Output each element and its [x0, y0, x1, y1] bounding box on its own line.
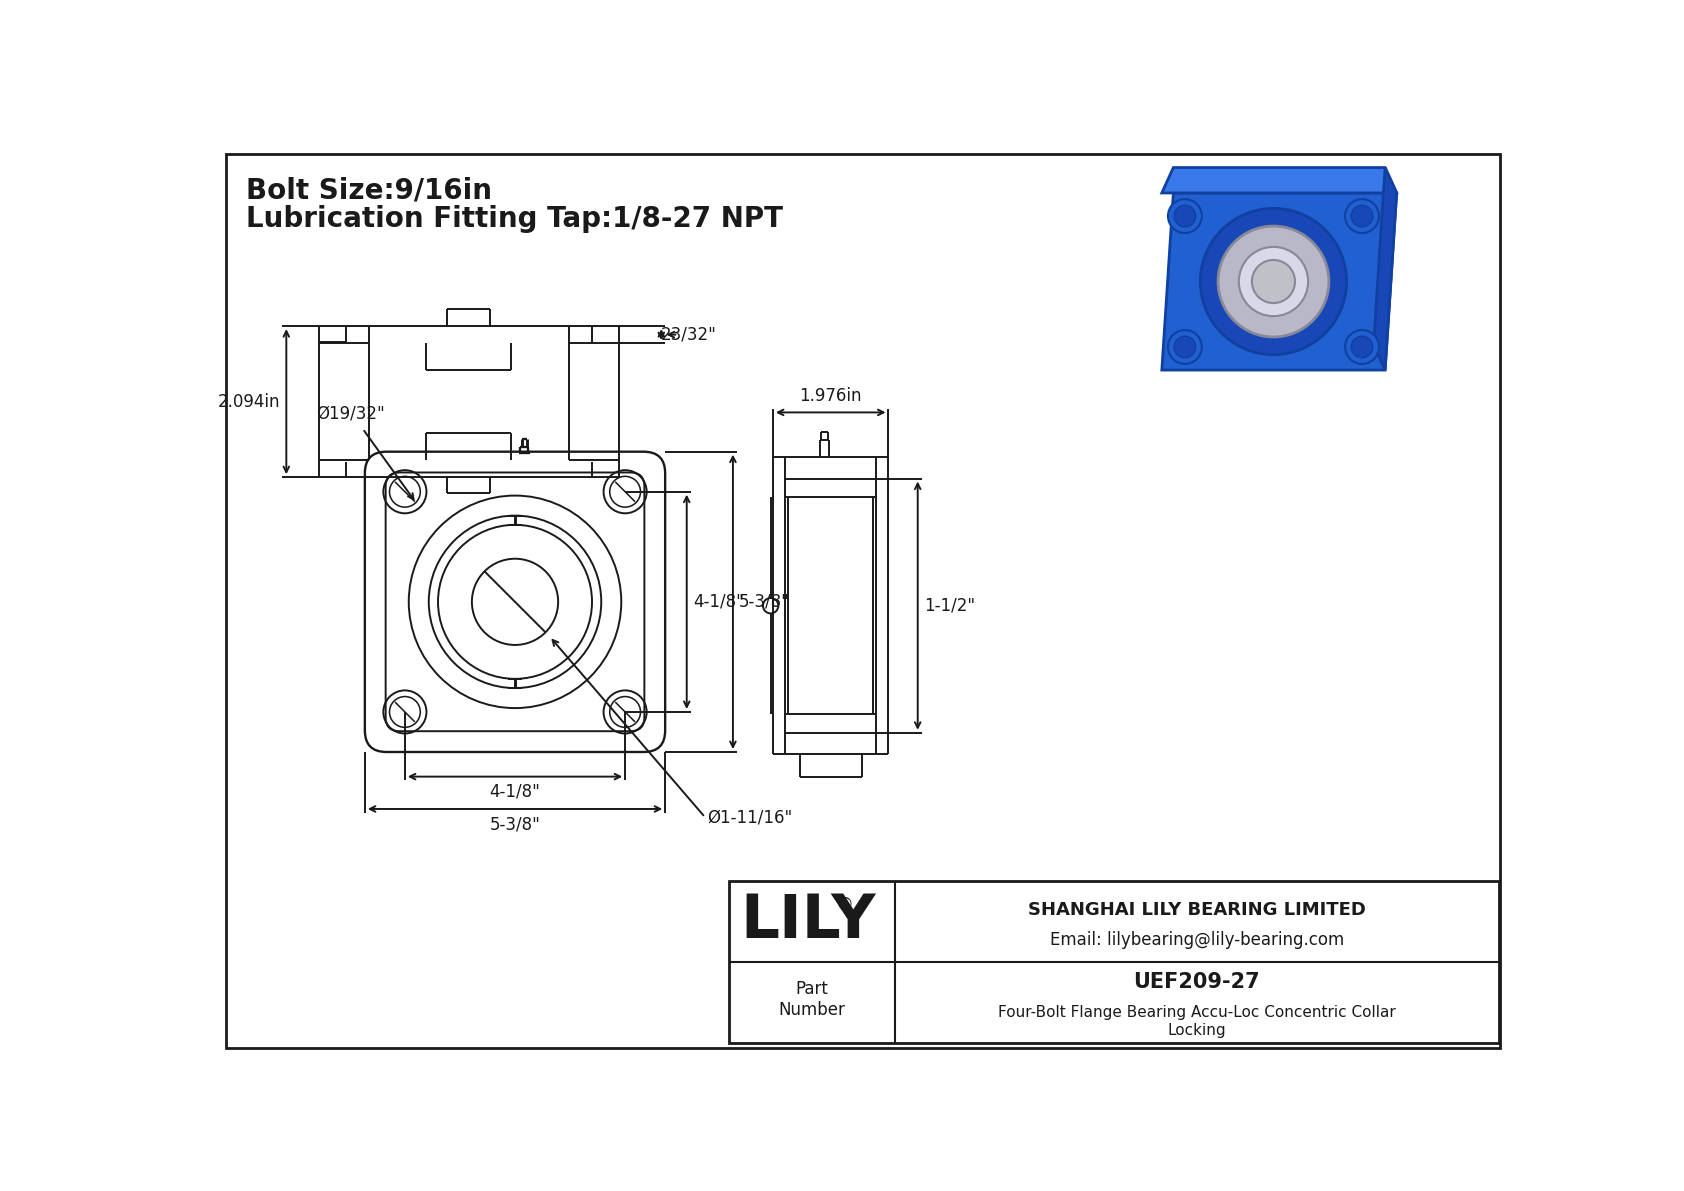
Polygon shape — [1374, 168, 1396, 370]
Circle shape — [1169, 199, 1202, 233]
Text: ®: ® — [835, 896, 854, 913]
Text: 5-3/8": 5-3/8" — [490, 815, 541, 834]
Circle shape — [1346, 199, 1379, 233]
Text: UEF209-27: UEF209-27 — [1133, 972, 1260, 992]
Text: Locking: Locking — [1167, 1023, 1226, 1037]
Circle shape — [1174, 336, 1196, 357]
Circle shape — [1201, 208, 1347, 355]
Text: 4-1/8": 4-1/8" — [490, 782, 541, 800]
Text: 5-3/8": 5-3/8" — [739, 593, 790, 611]
Circle shape — [1351, 336, 1372, 357]
Text: Ø19/32": Ø19/32" — [317, 405, 386, 423]
Text: SHANGHAI LILY BEARING LIMITED: SHANGHAI LILY BEARING LIMITED — [1027, 902, 1366, 919]
Text: Ø1-11/16": Ø1-11/16" — [707, 809, 793, 827]
Circle shape — [1169, 330, 1202, 364]
Circle shape — [1218, 226, 1329, 337]
Text: 2.094in: 2.094in — [217, 393, 280, 411]
Bar — [1084, 170, 1462, 401]
Circle shape — [1174, 205, 1196, 226]
Text: Bolt Size:9/16in: Bolt Size:9/16in — [246, 176, 492, 204]
Text: 1.976in: 1.976in — [800, 387, 862, 405]
Polygon shape — [1162, 193, 1396, 370]
Polygon shape — [1162, 168, 1396, 193]
Text: LILY: LILY — [741, 892, 876, 952]
Circle shape — [1251, 260, 1295, 303]
Bar — [729, 881, 1499, 1043]
Circle shape — [1239, 247, 1308, 316]
Text: Lubrication Fitting Tap:1/8-27 NPT: Lubrication Fitting Tap:1/8-27 NPT — [246, 205, 783, 233]
Circle shape — [1346, 330, 1379, 364]
Circle shape — [1351, 205, 1372, 226]
Text: Email: lilybearing@lily-bearing.com: Email: lilybearing@lily-bearing.com — [1049, 930, 1344, 948]
Text: Four-Bolt Flange Bearing Accu-Loc Concentric Collar: Four-Bolt Flange Bearing Accu-Loc Concen… — [999, 1005, 1396, 1019]
Text: 23/32": 23/32" — [660, 325, 716, 344]
Text: Part
Number: Part Number — [778, 980, 845, 1018]
Text: 1-1/2": 1-1/2" — [925, 597, 975, 615]
Text: 4-1/8": 4-1/8" — [692, 593, 744, 611]
